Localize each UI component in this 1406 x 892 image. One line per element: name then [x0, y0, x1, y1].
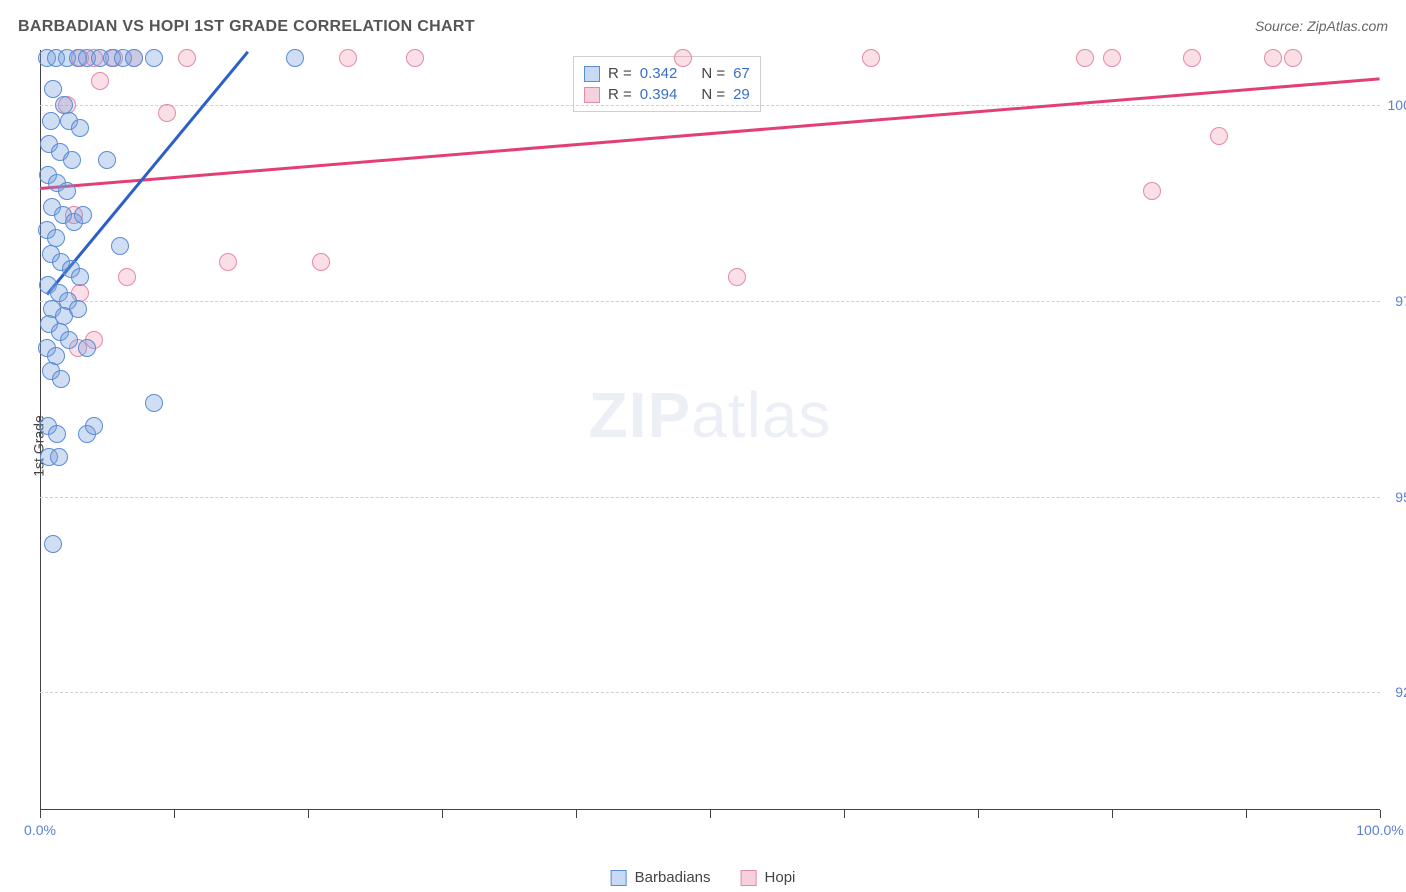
- n-value-barbadians: 67: [733, 65, 750, 82]
- data-point-barbadians: [85, 417, 103, 435]
- legend-label-barbadians: Barbadians: [635, 869, 711, 886]
- chart-plot-area: ZIPatlas R = 0.342 N = 67 R = 0.394 N = …: [40, 50, 1380, 810]
- x-tick: [978, 810, 979, 818]
- swatch-barbadians-icon: [611, 870, 627, 886]
- r-value-barbadians: 0.342: [640, 65, 678, 82]
- data-point-hopi: [158, 104, 176, 122]
- bottom-legend: Barbadians Hopi: [611, 869, 796, 886]
- grid-line: [40, 105, 1380, 106]
- data-point-barbadians: [58, 182, 76, 200]
- r-label: R =: [608, 86, 632, 103]
- data-point-barbadians: [286, 49, 304, 67]
- r-label: R =: [608, 65, 632, 82]
- data-point-barbadians: [111, 237, 129, 255]
- data-point-hopi: [674, 49, 692, 67]
- r-value-hopi: 0.394: [640, 86, 678, 103]
- legend-item-hopi: Hopi: [741, 869, 796, 886]
- grid-line: [40, 301, 1380, 302]
- data-point-hopi: [1210, 127, 1228, 145]
- data-point-barbadians: [52, 370, 70, 388]
- data-point-barbadians: [74, 206, 92, 224]
- data-point-hopi: [91, 72, 109, 90]
- data-point-barbadians: [60, 331, 78, 349]
- data-point-barbadians: [98, 151, 116, 169]
- stats-row-barbadians: R = 0.342 N = 67: [584, 63, 750, 84]
- stats-row-hopi: R = 0.394 N = 29: [584, 84, 750, 105]
- data-point-hopi: [1103, 49, 1121, 67]
- data-point-barbadians: [48, 425, 66, 443]
- data-point-hopi: [406, 49, 424, 67]
- x-tick: [1380, 810, 1381, 818]
- y-tick-label: 95.0%: [1395, 489, 1406, 505]
- data-point-hopi: [1264, 49, 1282, 67]
- source-attribution: Source: ZipAtlas.com: [1255, 18, 1388, 34]
- swatch-hopi-icon: [741, 870, 757, 886]
- x-tick: [710, 810, 711, 818]
- data-point-hopi: [1284, 49, 1302, 67]
- n-label: N =: [701, 86, 725, 103]
- y-tick-label: 92.5%: [1395, 684, 1406, 700]
- data-point-barbadians: [50, 448, 68, 466]
- n-label: N =: [701, 65, 725, 82]
- data-point-hopi: [862, 49, 880, 67]
- data-point-hopi: [1183, 49, 1201, 67]
- swatch-barbadians-icon: [584, 66, 600, 82]
- data-point-barbadians: [63, 151, 81, 169]
- x-tick: [442, 810, 443, 818]
- watermark-atlas: atlas: [691, 379, 831, 451]
- swatch-hopi-icon: [584, 87, 600, 103]
- data-point-hopi: [178, 49, 196, 67]
- data-point-hopi: [1076, 49, 1094, 67]
- data-point-hopi: [1143, 182, 1161, 200]
- data-point-hopi: [339, 49, 357, 67]
- data-point-barbadians: [145, 49, 163, 67]
- data-point-barbadians: [44, 80, 62, 98]
- data-point-barbadians: [69, 300, 87, 318]
- data-point-barbadians: [42, 112, 60, 130]
- watermark-zip: ZIP: [589, 379, 692, 451]
- stats-legend-box: R = 0.342 N = 67 R = 0.394 N = 29: [573, 56, 761, 112]
- data-point-hopi: [312, 253, 330, 271]
- x-tick-label: 0.0%: [24, 822, 56, 838]
- legend-item-barbadians: Barbadians: [611, 869, 711, 886]
- y-tick-label: 100.0%: [1388, 97, 1406, 113]
- legend-label-hopi: Hopi: [765, 869, 796, 886]
- x-tick-label: 100.0%: [1356, 822, 1403, 838]
- x-tick: [1112, 810, 1113, 818]
- data-point-hopi: [728, 268, 746, 286]
- data-point-hopi: [219, 253, 237, 271]
- n-value-hopi: 29: [733, 86, 750, 103]
- chart-title: BARBADIAN VS HOPI 1ST GRADE CORRELATION …: [18, 18, 475, 36]
- x-tick: [308, 810, 309, 818]
- data-point-barbadians: [71, 268, 89, 286]
- grid-line: [40, 692, 1380, 693]
- x-tick: [576, 810, 577, 818]
- watermark: ZIPatlas: [589, 378, 832, 452]
- data-point-barbadians: [125, 49, 143, 67]
- data-point-barbadians: [145, 394, 163, 412]
- x-tick: [844, 810, 845, 818]
- y-tick-label: 97.5%: [1395, 293, 1406, 309]
- x-tick: [174, 810, 175, 818]
- data-point-hopi: [118, 268, 136, 286]
- data-point-barbadians: [44, 535, 62, 553]
- grid-line: [40, 497, 1380, 498]
- x-tick: [1246, 810, 1247, 818]
- data-point-barbadians: [78, 339, 96, 357]
- x-tick: [40, 810, 41, 818]
- data-point-barbadians: [71, 119, 89, 137]
